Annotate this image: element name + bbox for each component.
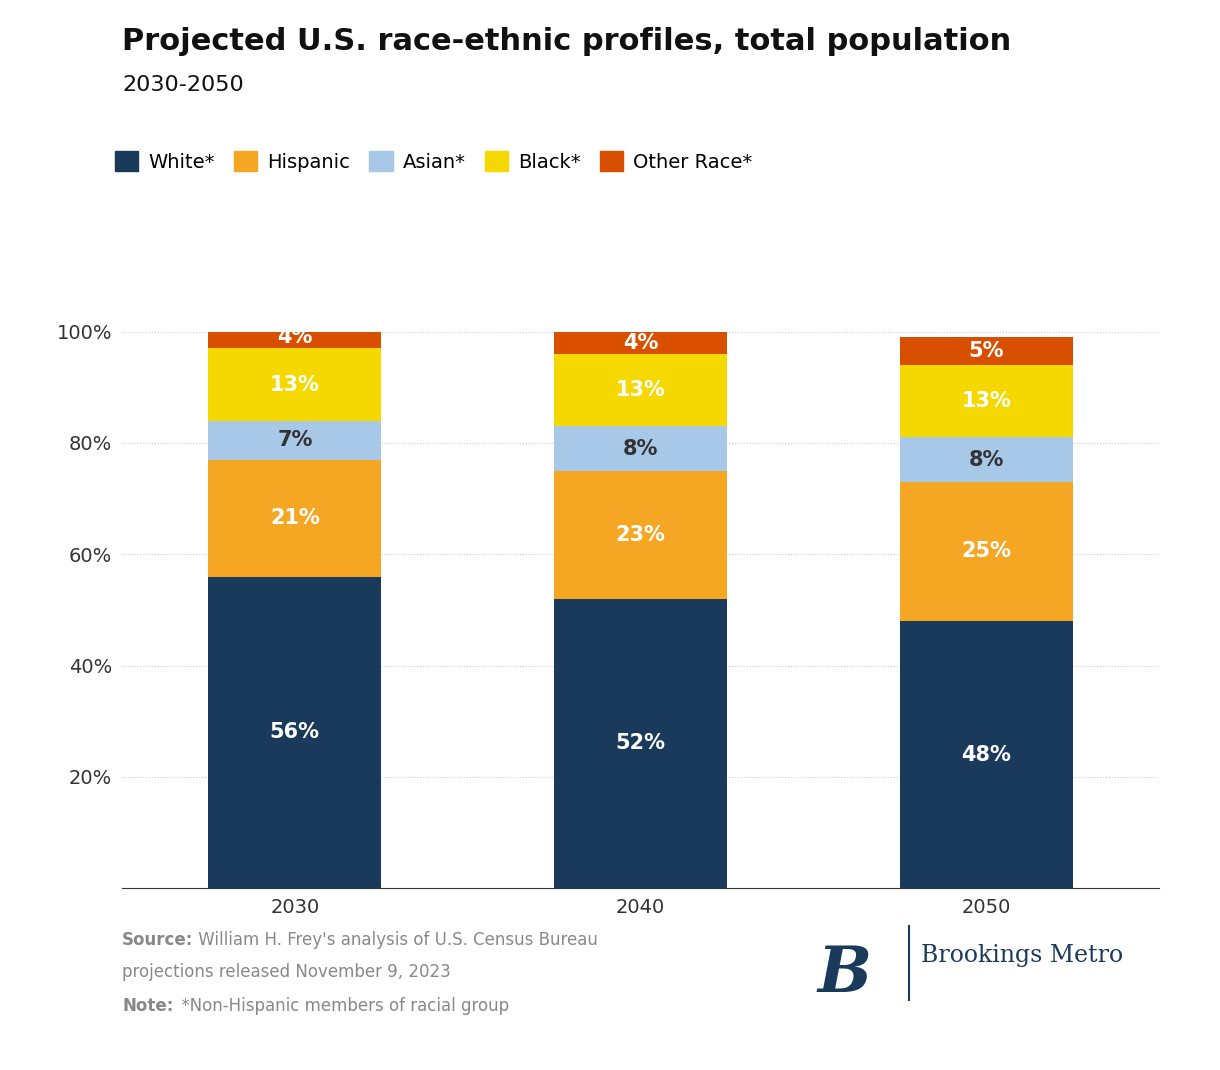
Text: *Non-Hispanic members of racial group: *Non-Hispanic members of racial group xyxy=(176,997,509,1015)
Bar xyxy=(554,599,727,888)
Text: William H. Frey's analysis of U.S. Census Bureau: William H. Frey's analysis of U.S. Censu… xyxy=(193,931,598,949)
Bar xyxy=(554,332,727,354)
Text: 48%: 48% xyxy=(961,745,1011,765)
Bar xyxy=(209,421,381,460)
Bar xyxy=(209,460,381,577)
Bar xyxy=(900,438,1072,482)
Text: Brookings Metro: Brookings Metro xyxy=(921,944,1124,966)
Text: B: B xyxy=(817,944,871,1005)
Text: 13%: 13% xyxy=(270,374,320,395)
Text: 8%: 8% xyxy=(623,439,658,459)
Legend: White*, Hispanic, Asian*, Black*, Other Race*: White*, Hispanic, Asian*, Black*, Other … xyxy=(107,143,760,180)
Text: 13%: 13% xyxy=(961,392,1011,411)
Text: 8%: 8% xyxy=(969,449,1004,470)
Text: 5%: 5% xyxy=(969,341,1004,362)
Bar xyxy=(900,482,1072,621)
Text: 25%: 25% xyxy=(961,541,1011,562)
Text: 7%: 7% xyxy=(277,430,312,450)
Bar xyxy=(209,349,381,421)
Bar xyxy=(554,426,727,471)
Text: Source:: Source: xyxy=(122,931,194,949)
Bar xyxy=(554,354,727,426)
Bar xyxy=(209,577,381,888)
Text: Projected U.S. race-ethnic profiles, total population: Projected U.S. race-ethnic profiles, tot… xyxy=(122,27,1011,56)
Text: 56%: 56% xyxy=(270,722,320,743)
Text: projections released November 9, 2023: projections released November 9, 2023 xyxy=(122,963,450,981)
Text: 52%: 52% xyxy=(616,733,665,753)
Bar xyxy=(900,365,1072,438)
Bar xyxy=(900,337,1072,365)
Text: 21%: 21% xyxy=(270,508,320,529)
Bar xyxy=(209,326,381,349)
Text: 4%: 4% xyxy=(277,327,312,348)
Text: 23%: 23% xyxy=(616,524,665,545)
Bar xyxy=(900,621,1072,888)
Text: 4%: 4% xyxy=(623,333,658,353)
Text: Note:: Note: xyxy=(122,997,173,1015)
Text: 13%: 13% xyxy=(616,380,665,400)
Text: 2030-2050: 2030-2050 xyxy=(122,75,244,95)
Bar xyxy=(554,471,727,599)
